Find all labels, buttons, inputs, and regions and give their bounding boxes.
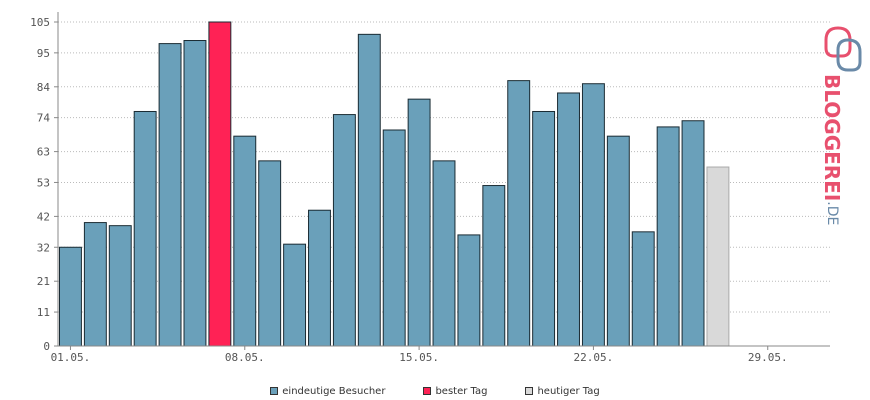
x-tick-label: 01.05. <box>51 351 91 364</box>
y-tick-label: 84 <box>37 81 51 94</box>
bar <box>532 110 556 347</box>
logo-suffix: .DE <box>824 201 840 226</box>
y-tick-label: 0 <box>43 340 50 353</box>
bloggerei-logo-icon <box>824 26 862 72</box>
x-tick-label: 29.05. <box>748 351 788 364</box>
bar <box>482 185 506 347</box>
y-tick-label: 42 <box>37 210 50 223</box>
legend-label: bester Tag <box>435 385 488 397</box>
axes <box>57 12 830 347</box>
legend-item: eindeutige Besucher <box>270 384 385 398</box>
legend-item: bester Tag <box>423 384 487 398</box>
y-tick-label: 63 <box>37 146 50 159</box>
bars <box>58 21 730 347</box>
y-tick-label: 21 <box>37 275 50 288</box>
bar <box>606 135 630 347</box>
bar <box>308 209 331 347</box>
legend: eindeutige Besucher bester Tag heutiger Ta… <box>0 384 870 398</box>
bar <box>58 246 82 347</box>
bar <box>681 120 705 347</box>
bar <box>283 243 307 347</box>
bar <box>407 98 431 347</box>
bar <box>706 166 730 347</box>
bar <box>332 114 356 347</box>
bar <box>258 160 282 347</box>
x-tick-labels: 01.05. 08.05. 15.05. 22.05. 29.05. <box>51 346 788 364</box>
logo-brand: BLOGGEREI <box>820 74 844 202</box>
bar <box>158 43 182 347</box>
x-tick-label: 08.05. <box>225 351 265 364</box>
bar <box>432 160 456 347</box>
y-tick-label: 95 <box>37 47 50 60</box>
y-tick-label: 32 <box>37 241 50 254</box>
bar <box>133 110 157 347</box>
bar <box>357 33 381 347</box>
y-tick-label: 105 <box>30 16 50 29</box>
legend-label: heutiger Tag <box>537 385 600 397</box>
legend-label: eindeutige Besucher <box>282 385 386 397</box>
bar <box>183 40 207 347</box>
bloggerei-logo-text: BLOGGEREI.DE <box>804 74 844 225</box>
x-tick-label: 15.05. <box>399 351 439 364</box>
y-tick-label: 53 <box>37 176 50 189</box>
x-tick-label: 22.05. <box>574 351 614 364</box>
bar <box>507 80 531 347</box>
y-tick-label: 11 <box>37 306 50 319</box>
legend-swatch <box>270 387 279 395</box>
bar <box>382 129 406 347</box>
legend-swatch <box>525 387 534 395</box>
bar <box>557 92 580 347</box>
bar <box>656 126 680 347</box>
y-tick-label: 74 <box>37 112 51 125</box>
bar <box>631 231 655 347</box>
bar <box>108 225 132 347</box>
bar <box>83 222 107 347</box>
grid-lines <box>54 21 830 347</box>
bar <box>208 21 232 347</box>
bar <box>233 135 257 347</box>
y-tick-labels: 0 11 21 32 42 53 63 74 84 95 105 <box>30 16 50 353</box>
legend-swatch <box>423 387 432 395</box>
legend-item: heutiger Tag <box>525 384 600 398</box>
bar <box>457 234 481 347</box>
bar <box>581 83 605 347</box>
